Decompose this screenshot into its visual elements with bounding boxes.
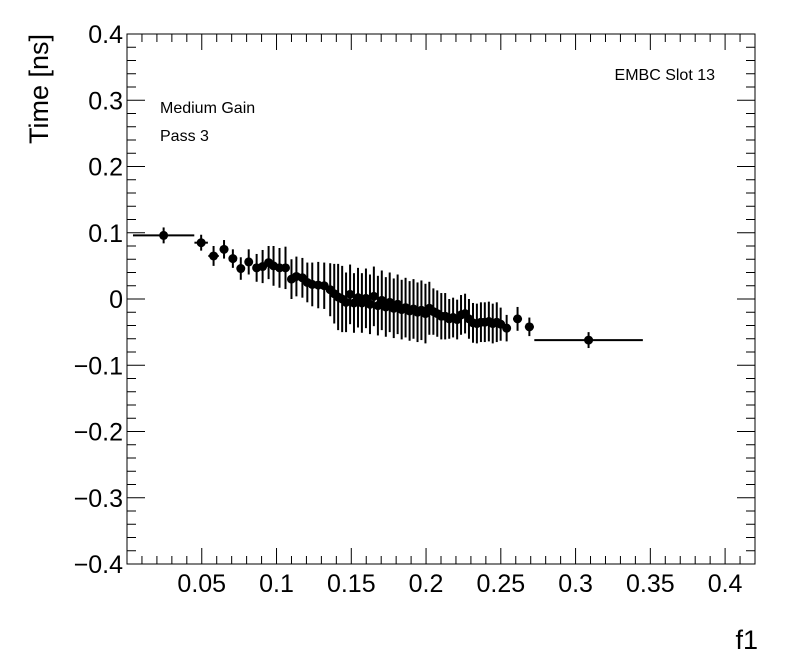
annotation-pass: Pass 3 <box>160 128 209 145</box>
x-tick-label: 0.3 <box>558 570 593 598</box>
data-point <box>159 230 169 240</box>
x-axis-title: f1 <box>735 625 758 655</box>
annotation-gain: Medium Gain <box>160 100 255 117</box>
y-tick-label: 0.2 <box>88 154 123 182</box>
data-point <box>345 289 355 299</box>
data-point <box>502 323 512 333</box>
y-tick-label: 0.1 <box>88 220 123 248</box>
y-tick-label: −0.2 <box>74 419 123 447</box>
y-tick-label: 0 <box>109 286 123 314</box>
y-tick-label: 0.4 <box>88 21 123 49</box>
data-point <box>377 295 387 305</box>
y-tick-label: −0.4 <box>74 551 123 579</box>
data-point <box>244 257 254 267</box>
y-tick-label: −0.3 <box>74 485 123 513</box>
data-point <box>209 251 219 261</box>
data-point <box>219 244 229 254</box>
x-tick-label: 0.25 <box>476 570 525 598</box>
data-point <box>524 322 534 332</box>
y-axis-title: Time [ns] <box>24 34 54 144</box>
y-tick-label: 0.3 <box>88 87 123 115</box>
x-tick-label: 0.35 <box>626 570 675 598</box>
y-tick-label: −0.1 <box>74 352 123 380</box>
data-point <box>365 299 375 309</box>
data-point <box>341 297 351 307</box>
data-point <box>584 335 594 345</box>
x-tick-label: 0.1 <box>259 570 294 598</box>
annotation-slot: EMBC Slot 13 <box>615 67 716 84</box>
data-point <box>236 264 246 274</box>
x-tick-label: 0.2 <box>409 570 444 598</box>
x-tick-label: 0.15 <box>327 570 376 598</box>
data-point <box>196 238 206 248</box>
data-point <box>369 291 379 301</box>
data-point <box>513 314 523 324</box>
data-point <box>228 254 238 264</box>
data-point <box>280 263 290 273</box>
x-tick-label: 0.4 <box>708 570 743 598</box>
x-tick-label: 0.05 <box>177 570 226 598</box>
